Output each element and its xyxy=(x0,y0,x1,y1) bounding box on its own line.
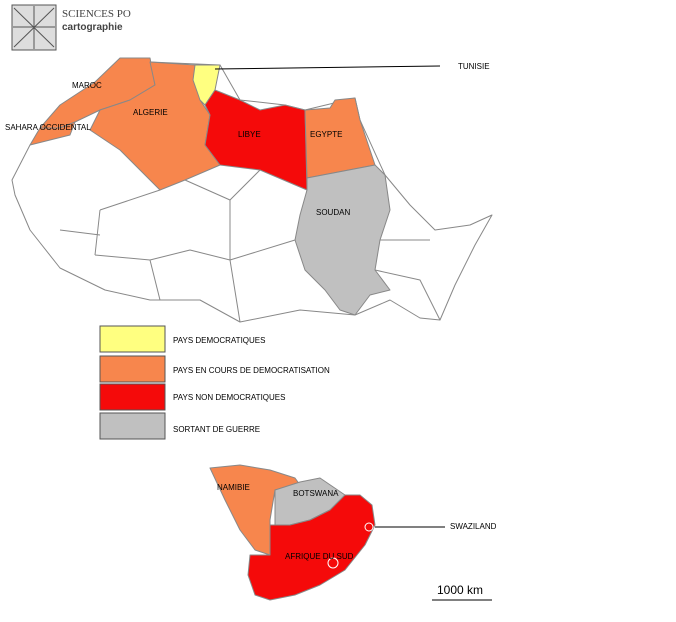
borders xyxy=(59,169,441,323)
soudan xyxy=(294,164,391,316)
country-label: EGYPTE xyxy=(310,130,342,139)
country-label: SOUDAN xyxy=(316,208,350,217)
afrique-du-sud xyxy=(247,494,376,601)
lesotho xyxy=(327,557,339,569)
scale-label: 1000 km xyxy=(437,583,483,597)
logo-subtitle: cartographie xyxy=(62,22,123,33)
north-africa: MAROC SAHARA OCCIDENTAL ALGERIE TUNISIE … xyxy=(5,57,493,323)
country-label: AFRIQUE DU SUD xyxy=(285,552,354,561)
legend-swatch xyxy=(99,412,166,440)
southern-africa: NAMIBIE BOTSWANA AFRIQUE DU SUD SWAZILAN… xyxy=(209,464,497,601)
legend: PAYS DEMOCRATIQUES PAYS EN COURS DE DEMO… xyxy=(99,325,330,440)
legend-label: SORTANT DE GUERRE xyxy=(173,425,260,434)
leader-line xyxy=(214,65,441,70)
legend-label: PAYS NON DEMOCRATIQUES xyxy=(173,393,285,402)
swaziland xyxy=(364,522,374,532)
country-label: NAMIBIE xyxy=(217,483,250,492)
country-label: LIBYE xyxy=(238,130,261,139)
scale-bar: 1000 km xyxy=(432,583,492,601)
legend-swatch xyxy=(99,355,166,383)
legend-swatch xyxy=(99,325,166,353)
namibie xyxy=(209,464,301,556)
country-label: SWAZILAND xyxy=(450,522,497,531)
country-label: ALGERIE xyxy=(133,108,168,117)
logo: SCIENCES PO cartographie xyxy=(11,4,131,51)
legend-label: PAYS EN COURS DE DEMOCRATISATION xyxy=(173,366,330,375)
legend-label: PAYS DEMOCRATIQUES xyxy=(173,336,265,345)
country-label: TUNISIE xyxy=(458,62,490,71)
sahara-occidental xyxy=(29,121,76,146)
country-label: MAROC xyxy=(72,81,102,90)
logo-title: SCIENCES PO xyxy=(62,8,131,20)
country-label: SAHARA OCCIDENTAL xyxy=(5,123,91,132)
legend-swatch xyxy=(99,383,166,411)
country-label: BOTSWANA xyxy=(293,489,339,498)
